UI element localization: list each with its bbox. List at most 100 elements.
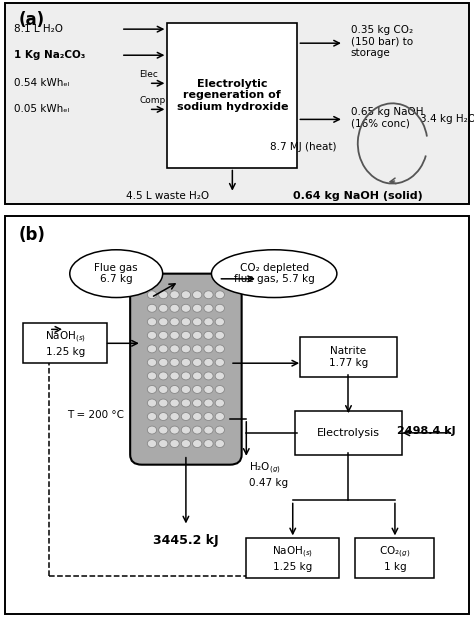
Circle shape <box>192 304 202 312</box>
Text: (a): (a) <box>18 11 45 29</box>
FancyBboxPatch shape <box>130 274 242 465</box>
Circle shape <box>170 413 179 421</box>
Circle shape <box>215 426 225 434</box>
Text: 4.5 L waste H₂O: 4.5 L waste H₂O <box>126 191 209 201</box>
Text: T = 200 °C: T = 200 °C <box>67 410 125 420</box>
Circle shape <box>170 372 179 380</box>
Circle shape <box>215 399 225 407</box>
Circle shape <box>147 291 156 299</box>
Circle shape <box>181 331 191 339</box>
Text: 0.54 kWhₑₗ: 0.54 kWhₑₗ <box>14 78 70 88</box>
FancyBboxPatch shape <box>295 411 402 455</box>
Text: NaOH$_{(s)}$
1.25 kg: NaOH$_{(s)}$ 1.25 kg <box>45 330 86 357</box>
Circle shape <box>204 331 213 339</box>
Circle shape <box>181 413 191 421</box>
Circle shape <box>181 372 191 380</box>
Circle shape <box>204 386 213 394</box>
FancyBboxPatch shape <box>167 23 297 167</box>
Text: 2498.4 kJ: 2498.4 kJ <box>397 426 456 436</box>
Text: H₂O$_{(g)}$
0.47 kg: H₂O$_{(g)}$ 0.47 kg <box>248 461 288 487</box>
Text: Natrite
1.77 kg: Natrite 1.77 kg <box>329 346 368 368</box>
FancyBboxPatch shape <box>246 538 339 578</box>
Circle shape <box>170 386 179 394</box>
Circle shape <box>192 439 202 447</box>
Circle shape <box>159 372 168 380</box>
Text: CO₂$_{(g)}$
1 kg: CO₂$_{(g)}$ 1 kg <box>379 545 410 572</box>
Text: 0.64 kg NaOH (solid): 0.64 kg NaOH (solid) <box>293 191 422 201</box>
Text: Electrolytic
regeneration of
sodium hydroxide: Electrolytic regeneration of sodium hydr… <box>177 79 288 112</box>
Text: Elec: Elec <box>139 70 158 79</box>
Circle shape <box>215 345 225 353</box>
Circle shape <box>204 439 213 447</box>
Circle shape <box>147 386 156 394</box>
Circle shape <box>181 318 191 326</box>
Circle shape <box>215 358 225 366</box>
Circle shape <box>215 318 225 326</box>
Circle shape <box>170 345 179 353</box>
Text: Flue gas
6.7 kg: Flue gas 6.7 kg <box>94 263 138 284</box>
Circle shape <box>159 358 168 366</box>
Text: 3.4 kg H₂O: 3.4 kg H₂O <box>420 114 474 125</box>
Text: Comp: Comp <box>139 96 166 105</box>
Circle shape <box>192 358 202 366</box>
Circle shape <box>170 318 179 326</box>
FancyBboxPatch shape <box>23 323 107 363</box>
Circle shape <box>204 372 213 380</box>
Circle shape <box>215 386 225 394</box>
Circle shape <box>147 413 156 421</box>
Circle shape <box>204 304 213 312</box>
Circle shape <box>181 304 191 312</box>
Text: NaOH$_{(s)}$
1.25 kg: NaOH$_{(s)}$ 1.25 kg <box>272 545 313 572</box>
Circle shape <box>181 345 191 353</box>
Circle shape <box>170 304 179 312</box>
Circle shape <box>215 413 225 421</box>
Circle shape <box>159 304 168 312</box>
Circle shape <box>170 426 179 434</box>
Circle shape <box>181 386 191 394</box>
Circle shape <box>192 345 202 353</box>
Text: 8.7 MJ (heat): 8.7 MJ (heat) <box>270 143 336 152</box>
Circle shape <box>215 304 225 312</box>
Text: 0.05 kWhₑₗ: 0.05 kWhₑₗ <box>14 104 69 114</box>
Text: (b): (b) <box>18 226 46 244</box>
Circle shape <box>204 345 213 353</box>
Circle shape <box>192 386 202 394</box>
Circle shape <box>204 413 213 421</box>
Circle shape <box>159 345 168 353</box>
Circle shape <box>147 331 156 339</box>
Circle shape <box>159 413 168 421</box>
Circle shape <box>159 291 168 299</box>
Text: 0.65 kg NaOH
(16% conc): 0.65 kg NaOH (16% conc) <box>351 107 423 128</box>
Circle shape <box>181 358 191 366</box>
Circle shape <box>181 399 191 407</box>
Circle shape <box>204 291 213 299</box>
Circle shape <box>192 399 202 407</box>
Circle shape <box>147 358 156 366</box>
Circle shape <box>147 426 156 434</box>
Circle shape <box>215 291 225 299</box>
FancyBboxPatch shape <box>5 216 469 614</box>
Text: CO₂ depleted
flue gas, 5.7 kg: CO₂ depleted flue gas, 5.7 kg <box>234 263 315 284</box>
Circle shape <box>215 439 225 447</box>
Circle shape <box>159 331 168 339</box>
Circle shape <box>147 304 156 312</box>
Text: Electrolysis: Electrolysis <box>317 428 380 438</box>
Circle shape <box>170 439 179 447</box>
Circle shape <box>192 413 202 421</box>
Text: 8.1 L H₂O: 8.1 L H₂O <box>14 24 63 34</box>
Circle shape <box>159 426 168 434</box>
Text: 3445.2 kJ: 3445.2 kJ <box>153 534 219 547</box>
Circle shape <box>204 318 213 326</box>
Circle shape <box>159 386 168 394</box>
Circle shape <box>192 426 202 434</box>
Circle shape <box>159 439 168 447</box>
Circle shape <box>215 331 225 339</box>
Circle shape <box>204 426 213 434</box>
Circle shape <box>170 331 179 339</box>
Circle shape <box>192 291 202 299</box>
Circle shape <box>147 399 156 407</box>
Text: 0.35 kg CO₂
(150 bar) to
storage: 0.35 kg CO₂ (150 bar) to storage <box>351 25 413 58</box>
Circle shape <box>147 439 156 447</box>
Text: 1 Kg Na₂CO₃: 1 Kg Na₂CO₃ <box>14 50 85 60</box>
Circle shape <box>181 426 191 434</box>
